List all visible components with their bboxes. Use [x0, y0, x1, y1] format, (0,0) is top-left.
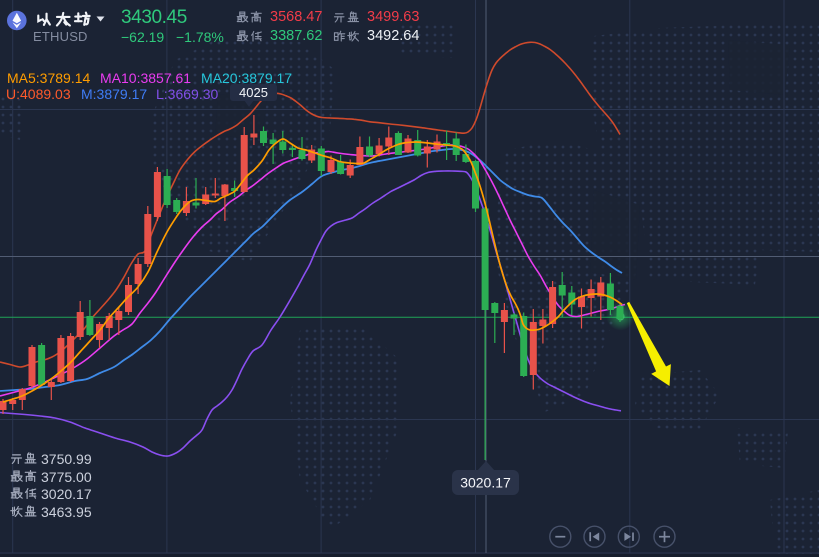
svg-text:3020.17: 3020.17 [460, 475, 511, 491]
svg-text:4025: 4025 [239, 85, 268, 100]
